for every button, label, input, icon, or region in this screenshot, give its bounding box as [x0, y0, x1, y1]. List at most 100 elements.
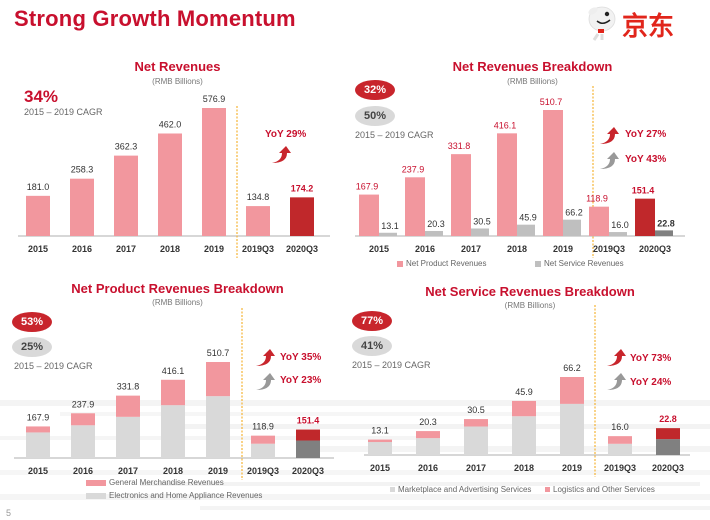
data-label-product: 151.4 — [632, 186, 655, 196]
data-label: 258.3 — [71, 165, 94, 175]
legend-service: Net Service Revenues — [535, 259, 624, 268]
cagr-value: 34% — [24, 87, 59, 106]
legend-electronics: Electronics and Home Appliance Revenues — [86, 491, 262, 500]
bar-segment-logistics — [368, 439, 392, 443]
data-label: 20.3 — [419, 417, 437, 427]
legend-swatch — [545, 487, 550, 493]
x-tick-label: 2017 — [461, 244, 481, 254]
bar-service — [655, 230, 673, 236]
chart-title: Net Service Revenues Breakdown — [425, 284, 635, 299]
bar-segment-marketplace — [368, 442, 392, 455]
x-tick-label: 2015 — [370, 463, 390, 473]
bar-segment-logistics — [416, 431, 440, 439]
legend-general-merchandise: General Merchandise Revenues — [86, 478, 224, 487]
bar-segment-marketplace — [656, 439, 680, 455]
gray-up-arrow-icon — [600, 152, 619, 169]
data-label: 174.2 — [291, 183, 314, 193]
bar-service — [517, 224, 535, 236]
panel-net-product-revenues: Net Product Revenues Breakdown (RMB Bill… — [0, 275, 355, 510]
x-tick-label: 2016 — [73, 466, 93, 476]
panel-net-service-revenues: Net Service Revenues Breakdown (RMB Bill… — [350, 275, 710, 510]
bar-product — [635, 198, 655, 236]
x-tick-label: 2018 — [507, 244, 527, 254]
bar-segment-logistics — [464, 419, 488, 427]
red-up-arrow-icon — [607, 349, 626, 366]
legend-swatch — [390, 487, 395, 493]
jd-logo-dog-icon — [588, 6, 616, 41]
cagr-pill-electronics: 25% — [12, 337, 52, 357]
chart-title: Net Revenues — [134, 59, 221, 74]
bar-service — [609, 232, 627, 236]
bar-segment-logistics — [512, 400, 536, 417]
legend-swatch — [397, 260, 403, 267]
data-label: 13.1 — [371, 426, 389, 436]
page-number: 5 — [6, 508, 12, 518]
data-label-service: 13.1 — [381, 221, 399, 231]
data-label-product: 118.9 — [586, 194, 608, 204]
x-tick-label: 2019Q3 — [242, 244, 274, 254]
data-label-service: 22.8 — [657, 218, 675, 228]
x-tick-label: 2015 — [28, 466, 48, 476]
bar-segment-logistics — [656, 428, 680, 440]
x-tick-label: 2017 — [118, 466, 138, 476]
data-label: 118.9 — [252, 422, 274, 432]
net-revenues-breakdown-chart: 2015 167.9 13.1 2016 237.9 20.3 2017 331.8 30.5 2… — [355, 86, 685, 258]
bar — [158, 133, 182, 236]
data-label: 416.1 — [162, 366, 185, 376]
x-tick-label: 2020Q3 — [639, 244, 671, 254]
yoy-electronics: YoY 23% — [280, 375, 322, 386]
bar — [202, 108, 226, 236]
bar-segment-general-merchandise — [116, 395, 140, 417]
x-tick-label: 2016 — [415, 244, 435, 254]
data-label-product: 237.9 — [402, 164, 425, 174]
x-tick-label: 2020Q3 — [286, 244, 318, 254]
x-tick-label: 2016 — [72, 244, 92, 254]
bar-product — [359, 194, 379, 236]
bar-segment-electronics — [161, 405, 185, 458]
data-label: 462.0 — [159, 119, 182, 129]
x-tick-label: 2018 — [160, 244, 180, 254]
bar — [26, 195, 50, 236]
bar — [246, 206, 270, 236]
yoy-service: YoY 43% — [625, 154, 667, 165]
yoy-label: YoY 29% — [265, 129, 307, 140]
bar-product — [405, 177, 425, 236]
x-tick-label: 2019Q3 — [604, 463, 636, 473]
bar — [290, 197, 314, 236]
legend-swatch — [86, 479, 106, 486]
bar-service — [379, 232, 397, 236]
x-tick-label: 2017 — [116, 244, 136, 254]
net-product-revenues-chart: 2015 167.9 2016 237.9 2017 331.8 2018 416.1 2019… — [14, 308, 334, 480]
bar-service — [471, 228, 489, 236]
chart-subtitle: (RMB Billions) — [152, 298, 203, 307]
data-label: 181.0 — [27, 182, 50, 192]
chart-subtitle: (RMB Billions) — [504, 301, 556, 310]
chart-title: Net Revenues Breakdown — [452, 59, 613, 74]
bar-segment-general-merchandise — [26, 426, 50, 433]
data-label: 331.8 — [117, 382, 140, 392]
bar — [70, 178, 94, 236]
bar-segment-electronics — [296, 440, 320, 458]
data-label: 237.9 — [72, 399, 95, 409]
data-label-product: 416.1 — [494, 120, 517, 130]
red-up-arrow-icon — [256, 349, 275, 366]
bar-segment-general-merchandise — [71, 413, 95, 426]
chart-subtitle: (RMB Billions) — [507, 77, 558, 86]
bar-segment-general-merchandise — [251, 435, 275, 444]
bar-service — [563, 219, 581, 236]
bar-product — [497, 133, 517, 236]
data-label: 45.9 — [515, 387, 533, 397]
bar-segment-marketplace — [464, 426, 488, 455]
data-label: 30.5 — [467, 405, 485, 415]
legend-swatch — [535, 260, 541, 267]
gray-up-arrow-icon — [256, 373, 275, 390]
x-tick-label: 2019 — [208, 466, 228, 476]
x-tick-label: 2019 — [562, 463, 582, 473]
data-label: 22.8 — [659, 414, 677, 424]
bar-segment-marketplace — [560, 403, 584, 455]
data-label: 167.9 — [27, 412, 50, 422]
x-tick-label: 2019 — [553, 244, 573, 254]
data-label: 66.2 — [563, 363, 581, 373]
x-tick-label: 2018 — [514, 463, 534, 473]
data-label-service: 45.9 — [519, 213, 537, 223]
